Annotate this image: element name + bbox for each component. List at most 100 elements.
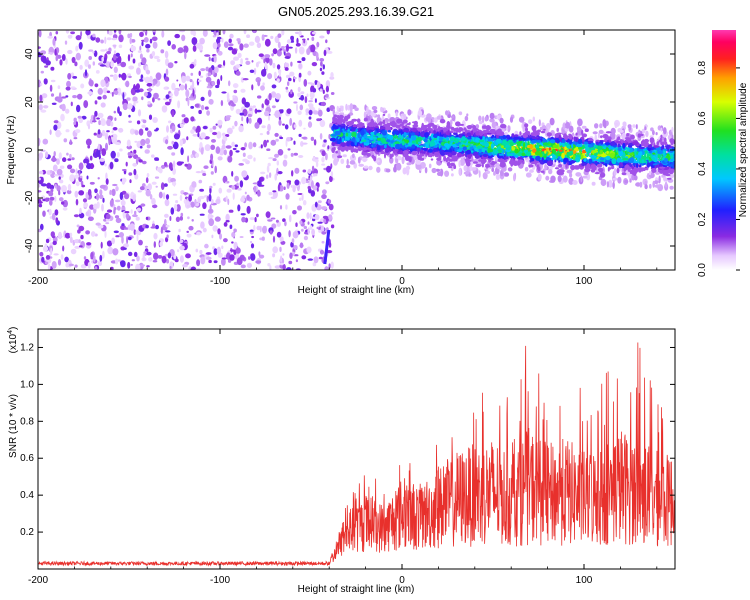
heatmap-cell xyxy=(302,142,308,145)
heatmap-cell xyxy=(146,173,150,178)
heatmap-cell xyxy=(291,170,294,177)
heatmap-cell xyxy=(86,175,89,180)
heatmap-cell xyxy=(313,139,317,146)
heatmap-cell xyxy=(109,199,114,207)
heatmap-cell xyxy=(136,255,140,262)
heatmap-cell xyxy=(63,138,68,143)
heatmap-cell xyxy=(82,198,88,203)
heatmap-cell xyxy=(314,80,318,85)
heatmap-cell xyxy=(649,137,655,144)
heatmap-cell xyxy=(472,125,477,130)
heatmap-cell xyxy=(56,168,63,176)
heatmap-cell xyxy=(93,50,98,57)
heatmap-cell xyxy=(192,89,195,97)
heatmap-cell xyxy=(57,96,63,103)
heatmap-cell xyxy=(76,104,81,113)
heatmap-cell xyxy=(106,209,113,213)
heatmap-cell xyxy=(176,204,181,212)
heatmap-cell xyxy=(246,262,252,269)
heatmap-cell xyxy=(507,167,513,172)
heatmap-cell xyxy=(55,129,61,138)
heatmap-cell xyxy=(316,118,321,122)
heatmap-cell xyxy=(319,67,323,72)
heatmap-cell xyxy=(49,199,53,206)
heatmap-cell xyxy=(307,121,313,128)
heatmap-cell xyxy=(106,37,112,41)
heatmap-cell xyxy=(433,134,438,138)
heatmap-cell xyxy=(137,190,142,193)
heatmap-cell xyxy=(328,203,334,211)
heatmap-cell xyxy=(178,228,181,233)
heatmap-cell xyxy=(211,69,215,75)
heatmap-cell xyxy=(263,57,266,64)
heatmap-cell xyxy=(205,252,212,255)
heatmap-cell xyxy=(195,248,199,253)
heatmap-cell xyxy=(106,119,112,127)
heatmap-cell xyxy=(171,152,176,156)
heatmap-cell xyxy=(270,217,276,220)
heatmap-cell xyxy=(61,96,67,99)
heatmap-cell xyxy=(143,37,149,43)
heatmap-cell xyxy=(286,43,289,52)
heatmap-cell xyxy=(319,119,326,128)
heatmap-cell xyxy=(202,227,207,233)
heatmap-cell xyxy=(49,196,55,201)
heatmap-cell xyxy=(208,98,214,105)
heatmap-cell xyxy=(209,186,212,194)
heatmap-cell xyxy=(197,132,200,138)
heatmap-cell xyxy=(189,96,193,99)
heatmap-cell xyxy=(566,169,573,174)
heatmap-cell xyxy=(250,243,255,249)
heatmap-cell xyxy=(385,168,391,173)
heatmap-cell xyxy=(261,125,266,129)
heatmap-cell xyxy=(294,167,300,174)
heatmap-cell xyxy=(50,247,53,256)
heatmap-cell xyxy=(85,211,90,217)
heatmap-cell xyxy=(160,226,163,234)
heatmap-cell xyxy=(144,245,148,248)
heatmap-cell xyxy=(274,35,280,44)
heatmap-cell xyxy=(572,180,578,185)
heatmap-cell xyxy=(301,193,304,201)
heatmap-cell xyxy=(281,30,285,36)
heatmap-cell xyxy=(70,101,73,107)
heatmap-cell xyxy=(171,125,176,132)
heatmap-cell xyxy=(93,114,96,123)
heatmap-cell xyxy=(228,80,231,87)
heatmap-cell xyxy=(272,158,277,162)
heatmap-cell xyxy=(321,163,326,166)
heatmap-cell xyxy=(297,60,302,64)
heatmap-cell xyxy=(61,103,66,112)
heatmap-cell xyxy=(660,127,663,132)
heatmap-cell xyxy=(136,234,139,242)
heatmap-cell xyxy=(216,38,221,44)
heatmap-cell xyxy=(411,150,418,156)
heatmap-cell xyxy=(389,147,392,152)
heatmap-cell xyxy=(83,256,87,260)
heatmap-cell xyxy=(128,120,133,124)
heatmap-cell xyxy=(88,56,92,60)
heatmap-cell xyxy=(419,145,424,148)
heatmap-cell xyxy=(599,172,606,178)
heatmap-cell xyxy=(240,264,246,269)
heatmap-cell xyxy=(597,167,604,172)
heatmap-cell xyxy=(164,76,170,82)
heatmap-cell xyxy=(215,123,218,126)
heatmap-cell xyxy=(116,152,120,158)
heatmap-cell xyxy=(146,82,153,87)
heatmap-cell xyxy=(66,189,72,195)
heatmap-cell xyxy=(407,109,412,116)
heatmap-cell xyxy=(102,250,105,259)
heatmap-cell xyxy=(174,61,178,64)
heatmap-cell xyxy=(660,141,665,146)
heatmap-cell xyxy=(329,175,333,183)
heatmap-cell xyxy=(486,132,492,135)
heatmap-cell xyxy=(277,41,281,49)
heatmap-cell xyxy=(298,63,303,69)
heatmap-cell xyxy=(507,125,511,133)
heatmap-cell xyxy=(154,157,159,161)
heatmap-cell xyxy=(665,173,671,177)
heatmap-cell xyxy=(396,162,402,171)
heatmap-cell xyxy=(192,45,197,52)
heatmap-cell xyxy=(218,148,225,156)
